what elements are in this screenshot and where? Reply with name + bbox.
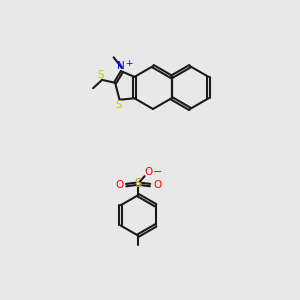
Text: O: O	[145, 167, 153, 177]
Text: S: S	[134, 177, 142, 190]
Text: N: N	[117, 61, 125, 71]
Text: S: S	[116, 100, 122, 110]
Text: O: O	[115, 180, 123, 190]
Text: +: +	[125, 59, 132, 68]
Text: S: S	[98, 70, 104, 80]
Text: O: O	[153, 180, 161, 190]
Text: −: −	[152, 167, 162, 177]
